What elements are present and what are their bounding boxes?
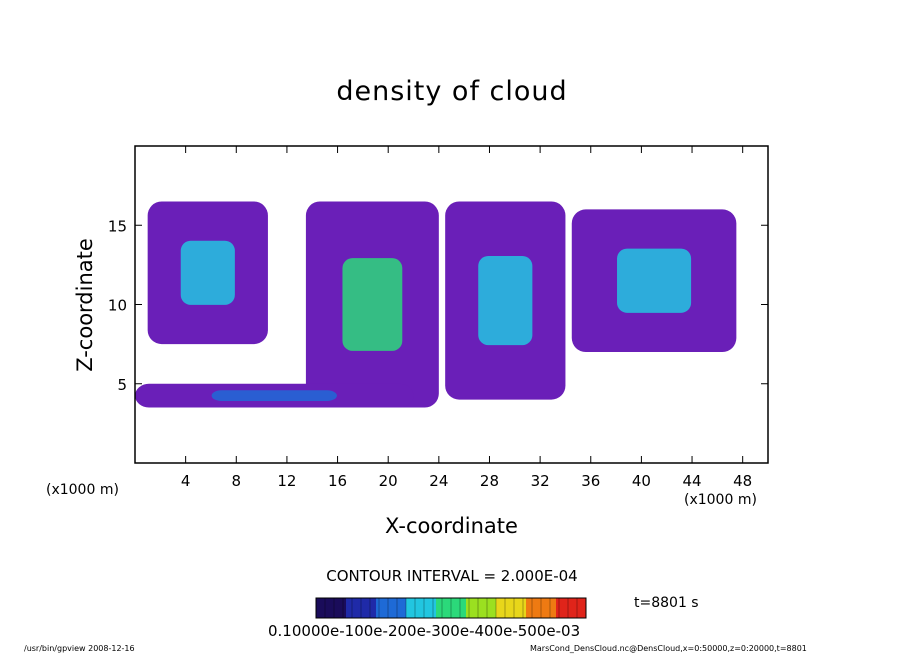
- cloud-core: [617, 248, 692, 313]
- time-label: t=8801 s: [634, 595, 699, 611]
- colorbar-swatch: [316, 598, 347, 618]
- footer-right: MarsCond_DensCloud.nc@DensCloud,x=0:5000…: [530, 644, 807, 653]
- x-tick-label: 16: [328, 472, 347, 490]
- colorbar-swatch: [496, 598, 527, 618]
- colorbar-swatch: [466, 598, 497, 618]
- y-axis-label: Z-coordinate: [73, 238, 97, 372]
- x-unit-right: (x1000 m): [684, 492, 757, 508]
- x-tick-label: 8: [232, 472, 242, 490]
- x-tick-label: 4: [181, 472, 191, 490]
- x-tick-label: 36: [581, 472, 600, 490]
- chart-title: density of cloud: [336, 76, 568, 107]
- x-tick-label: 20: [379, 472, 398, 490]
- colorbar-swatch: [406, 598, 437, 618]
- colorbar: [315, 597, 587, 619]
- cloud-core: [342, 258, 403, 351]
- colorbar-labels: 0.10000e-100e-200e-300e-400e-500e-03: [268, 622, 581, 640]
- colorbar-swatch: [556, 598, 587, 618]
- x-axis-label: X-coordinate: [385, 514, 518, 538]
- x-tick-label: 32: [531, 472, 550, 490]
- cloud-core: [180, 240, 235, 305]
- colorbar-frame: [315, 597, 587, 619]
- cloud-core: [211, 390, 337, 401]
- x-unit-left: (x1000 m): [46, 482, 119, 498]
- y-tick-label: 10: [108, 297, 127, 315]
- footer-left: /usr/bin/gpview 2008-12-16: [24, 644, 135, 653]
- colorbar-swatch: [376, 598, 407, 618]
- x-tick-label: 48: [733, 472, 752, 490]
- contour-interval: CONTOUR INTERVAL = 2.000E-04: [326, 567, 578, 585]
- x-tick-label: 44: [682, 472, 701, 490]
- y-tick-label: 15: [108, 217, 127, 235]
- cloud-field: [135, 201, 737, 408]
- x-tick-label: 24: [429, 472, 448, 490]
- y-tick-label: 5: [117, 376, 127, 394]
- x-tick-label: 40: [632, 472, 651, 490]
- cloud-core: [478, 255, 533, 346]
- x-tick-label: 12: [277, 472, 296, 490]
- x-tick-label: 28: [480, 472, 499, 490]
